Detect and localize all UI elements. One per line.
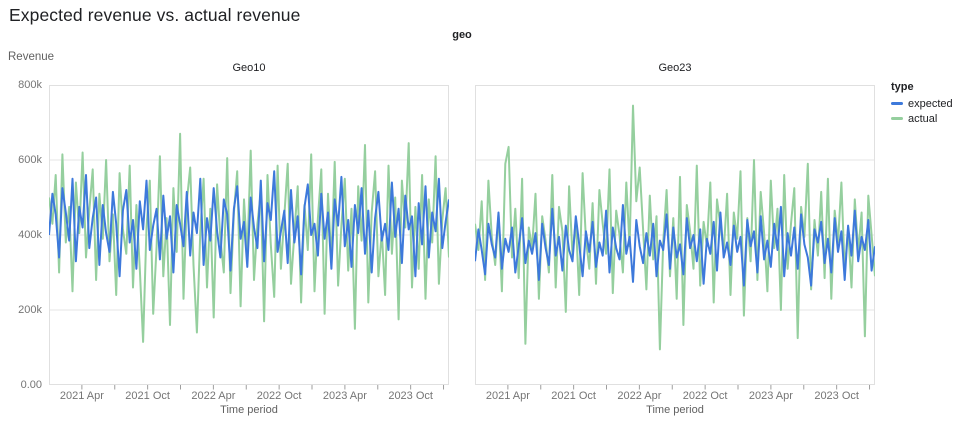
y-axis-tick-labels: 800k 600k 400k 200k 0.00 bbox=[0, 79, 42, 391]
x-axis-tick-label: 2022 Apr bbox=[191, 390, 236, 402]
line-chart-geo23[interactable] bbox=[474, 85, 876, 391]
x-axis-tick-label: 2023 Oct bbox=[388, 390, 433, 402]
line-chart-geo10[interactable] bbox=[48, 85, 450, 391]
x-axis-tick-label: 2021 Oct bbox=[125, 390, 170, 402]
y-axis-tick-label: 400k bbox=[18, 229, 42, 241]
x-axis-title-geo23: Time period bbox=[646, 404, 704, 416]
x-axis-tick-labels-geo10: 2021 Apr 2021 Oct 2022 Apr 2022 Oct 2023 Apr… bbox=[49, 390, 449, 403]
y-axis-tick-label: 600k bbox=[18, 154, 42, 166]
x-axis-tick-label: 2021 Oct bbox=[551, 390, 596, 402]
x-axis-tick-label: 2021 Apr bbox=[59, 390, 104, 402]
legend: type expected actual bbox=[891, 81, 953, 128]
actual-line-series[interactable] bbox=[48, 132, 450, 343]
legend-entry-actual: actual bbox=[891, 112, 953, 125]
actual-line-series[interactable] bbox=[474, 104, 876, 351]
x-axis-tick-label: 2023 Oct bbox=[814, 390, 859, 402]
expected-line-series[interactable] bbox=[474, 204, 876, 287]
legend-title: type bbox=[891, 81, 914, 93]
facet-field-header: geo bbox=[452, 29, 472, 41]
x-axis-tick-label: 2022 Oct bbox=[256, 390, 302, 402]
x-axis-tick-label: 2022 Apr bbox=[617, 390, 662, 402]
expected-line-swatch-icon bbox=[891, 102, 903, 105]
expected-line-series[interactable] bbox=[48, 170, 450, 278]
chart-panel-geo10[interactable] bbox=[48, 85, 450, 391]
legend-label: expected bbox=[908, 97, 953, 110]
x-axis-tick-label: 2023 Apr bbox=[322, 390, 367, 402]
y-axis-tick-label: 0.00 bbox=[20, 379, 42, 391]
page-title: Expected revenue vs. actual revenue bbox=[9, 5, 301, 25]
chart-panel-geo23[interactable] bbox=[474, 85, 876, 391]
actual-line-swatch-icon bbox=[891, 117, 903, 120]
y-axis-tick-label: 200k bbox=[18, 304, 42, 316]
y-axis-tick-label: 800k bbox=[18, 79, 42, 91]
x-axis-tick-labels-geo23: 2021 Apr 2021 Oct 2022 Apr 2022 Oct 2023 Apr… bbox=[475, 390, 875, 403]
x-axis-tick-label: 2022 Oct bbox=[682, 390, 728, 402]
x-axis-title-geo10: Time period bbox=[220, 404, 278, 416]
legend-entry-expected: expected bbox=[891, 97, 953, 110]
x-axis-tick-label: 2023 Apr bbox=[748, 390, 793, 402]
y-axis-title: Revenue bbox=[8, 51, 55, 63]
legend-label: actual bbox=[908, 112, 938, 125]
facet-title-geo23: Geo23 bbox=[658, 62, 692, 74]
facet-title-geo10: Geo10 bbox=[232, 62, 266, 74]
x-axis-tick-label: 2021 Apr bbox=[485, 390, 530, 402]
